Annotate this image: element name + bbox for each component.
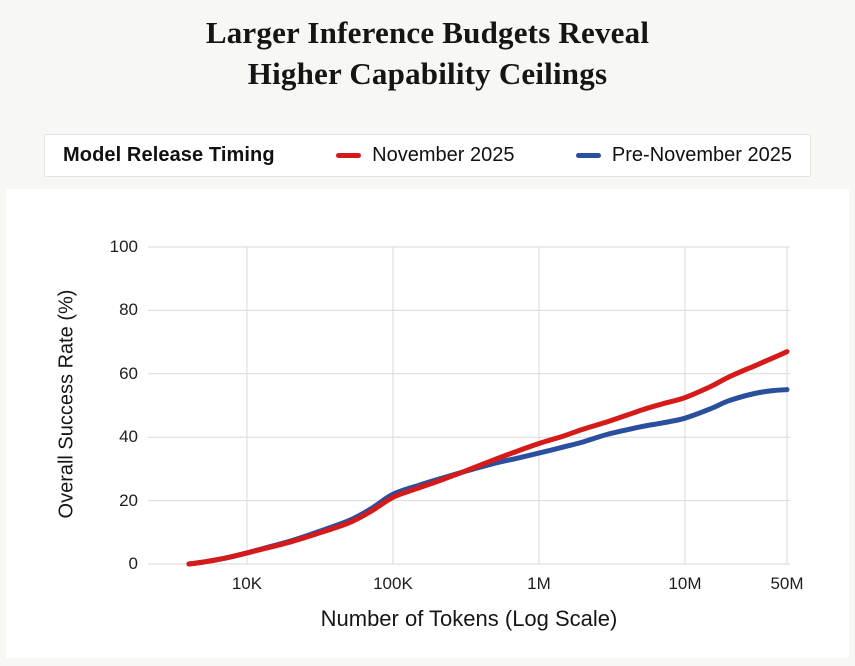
page: { "title": { "line1": "Larger Inference …: [0, 13, 855, 666]
red-line-swatch-icon: [336, 153, 362, 158]
y-tick-label: 20: [119, 490, 138, 510]
chart-plot-canvas: [148, 246, 790, 567]
legend-title: Model Release Timing: [63, 144, 275, 166]
chart-title-line-1: Larger Inference Budgets Reveal: [205, 15, 650, 50]
series-line-pre-november-2025: [186, 387, 790, 567]
y-axis-title: Overall Success Rate (%): [55, 289, 78, 519]
series-line-november-2025: [186, 349, 790, 567]
legend-item-label: Pre-November 2025: [611, 144, 792, 166]
blue-line-swatch-icon: [575, 153, 601, 158]
legend-item-label: November 2025: [372, 144, 515, 166]
y-tick-label: 0: [128, 554, 138, 573]
legend-item-pre-november-2025: Pre-November 2025: [575, 144, 792, 167]
y-tick-label: 80: [119, 300, 138, 320]
x-tick-label: 50M: [770, 574, 804, 593]
x-tick-label: 1M: [527, 574, 551, 593]
x-tick-label: 100K: [373, 574, 413, 593]
y-tick-label: 60: [119, 363, 138, 383]
x-tick-label: 10M: [668, 574, 702, 593]
chart-card: [6, 189, 849, 658]
chart-title-line-2: Higher Capability Ceilings: [247, 55, 608, 91]
x-tick-label: 10K: [231, 574, 263, 593]
legend: Model Release Timing November 2025 Pre-N…: [44, 134, 811, 177]
chart-title: Larger Inference Budgets Reveal Higher C…: [0, 13, 855, 95]
y-tick-label: 100: [109, 237, 138, 256]
legend-item-november-2025: November 2025: [336, 144, 514, 167]
y-tick-label: 40: [119, 427, 138, 447]
x-axis-title: Number of Tokens (Log Scale): [320, 606, 618, 631]
